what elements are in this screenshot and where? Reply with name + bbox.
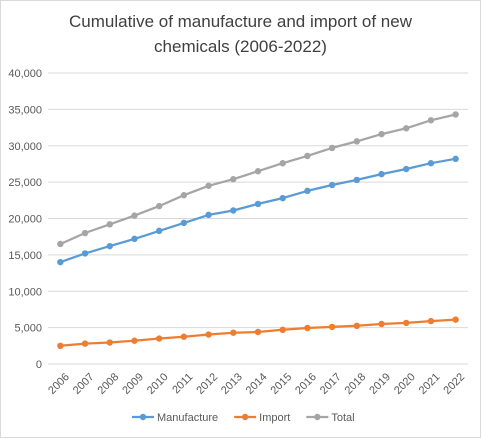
series-manufacture	[57, 155, 459, 266]
data-point	[328, 323, 336, 331]
data-point	[230, 207, 237, 214]
x-tick-label: 2013	[219, 371, 245, 397]
x-tick-label: 2018	[343, 371, 369, 397]
data-point	[106, 221, 113, 228]
y-tick-label: 5,000	[14, 323, 42, 335]
x-tick-label: 2020	[392, 371, 418, 397]
data-point	[353, 322, 361, 330]
data-point	[403, 125, 410, 132]
data-point	[155, 335, 163, 342]
data-point	[254, 168, 262, 175]
legend-marker	[241, 413, 249, 421]
x-tick-label: 2016	[293, 371, 319, 397]
data-point	[106, 242, 113, 250]
x-tick-label: 2011	[170, 371, 195, 396]
data-point	[279, 326, 286, 334]
data-point	[57, 240, 64, 248]
data-point	[57, 342, 64, 350]
data-point	[378, 130, 385, 138]
x-tick-label: 2007	[71, 371, 97, 397]
data-point	[452, 316, 459, 323]
data-point	[353, 176, 361, 184]
data-point	[328, 181, 336, 189]
y-tick-label: 40,000	[8, 68, 42, 80]
x-tick-label: 2015	[268, 371, 294, 397]
x-tick-label: 2022	[441, 371, 467, 397]
data-point	[452, 111, 459, 118]
y-tick-label: 15,000	[8, 250, 42, 262]
y-tick-label: 0	[36, 359, 42, 371]
data-point	[57, 258, 64, 266]
data-point	[180, 219, 188, 227]
legend-marker	[314, 413, 321, 421]
legend-label: Manufacture	[157, 412, 218, 424]
data-point	[180, 192, 188, 199]
legend-label: Total	[331, 412, 354, 424]
data-point	[304, 324, 311, 332]
data-point	[106, 339, 113, 346]
series-line	[59, 113, 457, 246]
data-point	[254, 200, 262, 208]
y-tick-label: 30,000	[8, 141, 42, 153]
data-point	[205, 211, 212, 219]
data-point	[81, 229, 89, 237]
data-point	[230, 176, 237, 183]
data-point	[279, 194, 286, 202]
data-point	[254, 328, 262, 336]
data-point	[378, 170, 385, 178]
data-point	[230, 329, 237, 336]
series-import	[57, 316, 459, 350]
data-point	[155, 227, 163, 235]
x-tick-label: 2009	[120, 371, 146, 397]
legend-marker	[139, 413, 147, 421]
data-point	[328, 144, 336, 152]
data-point	[403, 165, 410, 173]
data-point	[205, 331, 212, 338]
data-point	[427, 160, 435, 167]
data-point	[155, 202, 163, 210]
data-point	[131, 212, 138, 219]
legend-item: Manufacture	[132, 412, 218, 424]
y-tick-label: 20,000	[8, 214, 42, 226]
x-tick-label: 2017	[318, 371, 344, 397]
data-point	[81, 340, 89, 347]
data-point	[403, 319, 410, 327]
x-tick-label: 2012	[194, 371, 220, 397]
legend-item: Import	[234, 412, 290, 424]
data-point	[131, 337, 138, 344]
y-tick-label: 35,000	[8, 104, 42, 116]
data-point	[378, 320, 385, 328]
y-tick-label: 25,000	[8, 177, 42, 189]
data-point	[304, 187, 311, 195]
data-point	[81, 250, 89, 257]
data-point	[205, 182, 212, 189]
x-tick-label: 2010	[145, 371, 171, 397]
data-point	[131, 235, 138, 243]
data-point	[427, 317, 435, 325]
x-tick-label: 2008	[96, 371, 122, 397]
x-tick-label: 2006	[46, 371, 72, 397]
data-point	[279, 160, 286, 167]
x-tick-label: 2014	[244, 371, 270, 397]
data-point	[180, 333, 188, 340]
series-total	[57, 111, 459, 248]
y-tick-label: 10,000	[8, 286, 42, 298]
data-point	[427, 117, 435, 124]
legend-label: Import	[259, 412, 290, 424]
data-point	[353, 138, 361, 145]
legend-item: Total	[306, 412, 355, 424]
x-tick-label: 2019	[367, 371, 393, 397]
chart-title: Cumulative of manufacture and import of …	[68, 12, 412, 56]
data-point	[304, 152, 311, 160]
x-tick-label: 2021	[417, 371, 443, 397]
data-point	[452, 155, 459, 163]
